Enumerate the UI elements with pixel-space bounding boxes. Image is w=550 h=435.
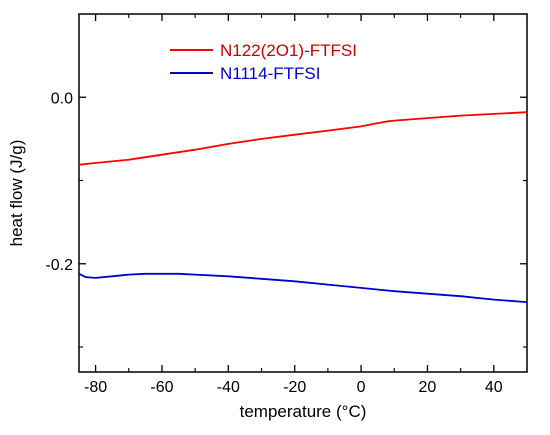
x-axis-label: temperature (°C) [240,402,367,421]
legend-label-n122: N122(2O1)-FTFSI [220,41,357,60]
ticks [79,14,528,372]
x-tick-label: 20 [419,379,437,396]
y-axis-label: heat flow (J/g) [7,140,26,247]
x-tick-label: -80 [84,379,107,396]
tick-labels: -80 -60 -40 -20 0 20 40 0.0 -0.2 [45,90,502,396]
x-tick-label: -60 [150,379,173,396]
series-lines [78,111,528,303]
series-line-1 [78,272,528,303]
x-tick-label: 0 [357,379,366,396]
x-tick-label: 40 [485,379,503,396]
x-tick-label: -20 [283,379,306,396]
plot-frame [78,13,528,373]
series-line-0 [78,111,528,166]
y-tick-label: 0.0 [51,90,73,107]
legend: N122(2O1)-FTFSI N1114-FTFSI [170,41,357,83]
x-tick-label: -40 [217,379,240,396]
legend-label-n1114: N1114-FTFSI [220,64,320,83]
y-tick-label: -0.2 [45,257,73,274]
